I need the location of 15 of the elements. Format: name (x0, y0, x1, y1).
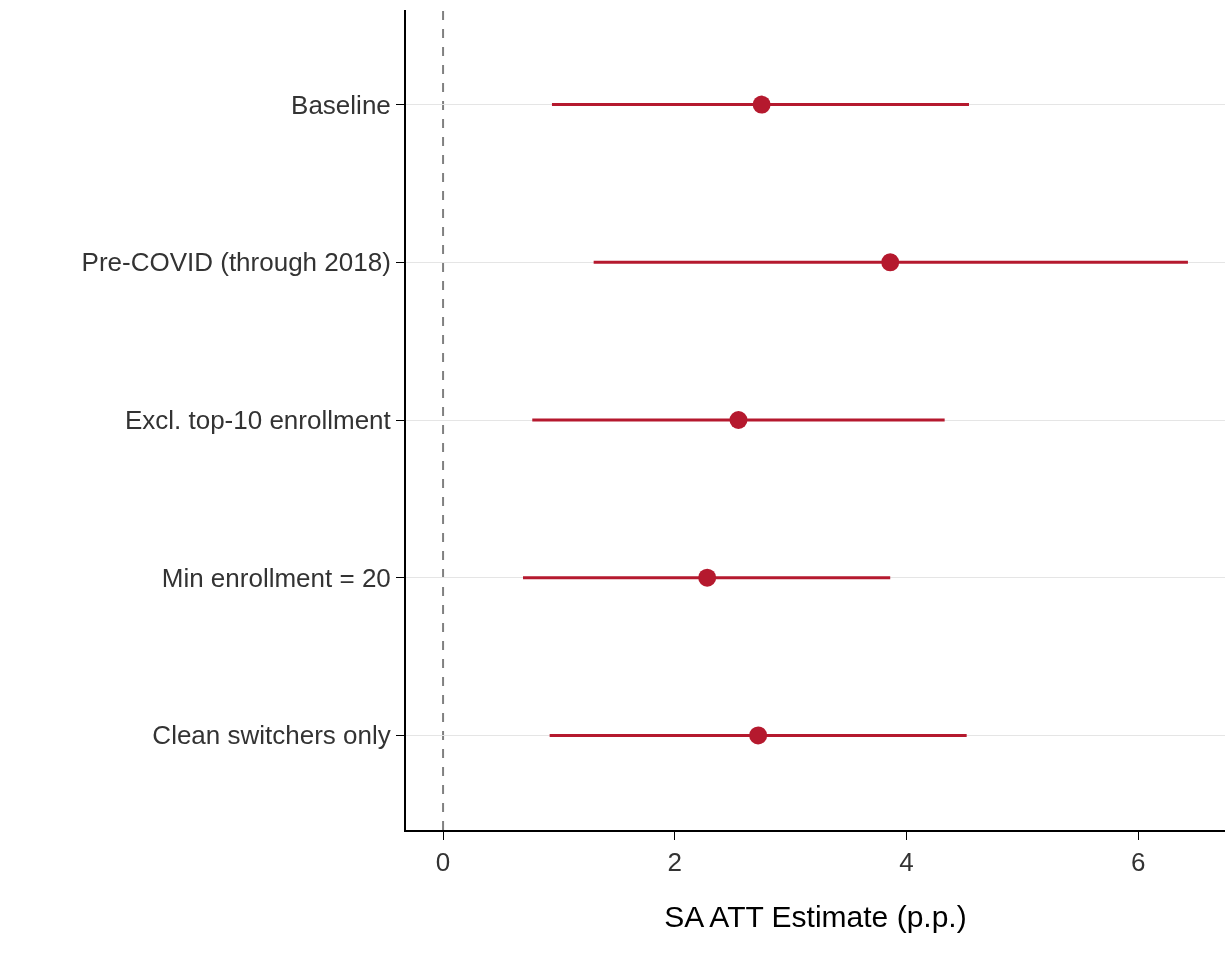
point (749, 726, 768, 745)
point (881, 253, 900, 272)
y-tick-label: Min enrollment = 20 (161, 562, 391, 593)
x-tick-label: 0 (435, 847, 451, 878)
point (729, 411, 748, 429)
x-tick-label: 4 (899, 847, 914, 878)
x-tick-label: 2 (667, 847, 682, 878)
y-tick-label: Baseline (291, 89, 391, 120)
x-axis-title: SA ATT Estimate (p.p.) (664, 900, 967, 934)
y-tick-label: Clean switchers only (152, 720, 391, 751)
y-tick-label: Pre-COVID (through 2018) (81, 247, 391, 278)
y-tick-label: Excl. top-10 enrollment (124, 405, 392, 436)
point (752, 95, 771, 114)
x-tick-label: 6 (1130, 847, 1146, 878)
point (698, 568, 717, 587)
